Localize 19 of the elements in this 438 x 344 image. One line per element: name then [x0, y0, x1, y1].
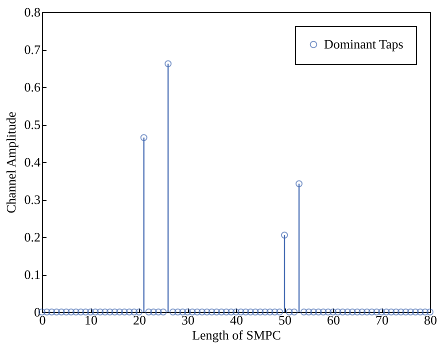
x-tick-label: 30 [182, 312, 194, 328]
y-tick-label: 0.3 [24, 192, 40, 207]
y-tick-label: 0.5 [24, 117, 40, 132]
x-tick-label: 20 [133, 312, 146, 328]
x-axis-title: Length of SMPC [192, 328, 281, 342]
x-tick-label: 40 [230, 312, 243, 328]
y-tick-label: 0.7 [24, 42, 41, 57]
y-tick-label: 0.6 [24, 80, 41, 94]
x-tick-label: 60 [327, 312, 340, 328]
x-tick-label: 10 [84, 312, 98, 328]
y-tick-label: 0.1 [24, 267, 40, 282]
x-tick-label: 50 [278, 312, 292, 328]
legend-label: Dominant Taps [324, 36, 404, 52]
y-tick-label: 0.8 [24, 4, 40, 20]
x-tick-label: 80 [424, 312, 437, 328]
y-axis-title: Channel Amplitude [3, 112, 18, 214]
y-tick-label: 0.4 [24, 154, 41, 170]
y-tick-label: 0.2 [24, 230, 40, 244]
x-tick-label: 70 [376, 312, 388, 328]
